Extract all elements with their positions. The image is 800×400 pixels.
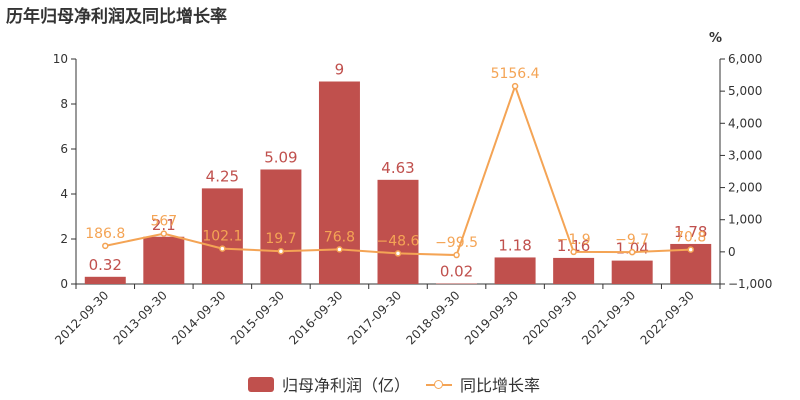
bar (494, 257, 536, 284)
bar-data-label: 9 (335, 61, 345, 79)
bar (553, 257, 595, 284)
growth-data-label: 70.8 (675, 230, 706, 246)
bar-data-label: 0.02 (440, 263, 473, 281)
legend-line-label: 同比增长率 (460, 376, 541, 395)
growth-data-label: −1.9 (557, 232, 591, 248)
growth-point (102, 242, 109, 250)
legend: 归母净利润（亿） 同比增长率 (248, 372, 556, 396)
bar (84, 276, 126, 284)
growth-data-label: 186.8 (85, 226, 125, 242)
x-tick-label: 2018-09-30 (403, 288, 462, 347)
y-right-tick-label: 1,000 (728, 213, 762, 227)
y-right-tick-label: 2,000 (728, 181, 762, 195)
bar (436, 283, 478, 285)
growth-point (336, 246, 343, 253)
bar (201, 188, 243, 284)
growth-point (453, 251, 460, 259)
y-left-tick-label: 6 (60, 142, 68, 156)
growth-data-label: 567 (150, 214, 177, 230)
growth-data-label: −9.7 (615, 232, 649, 248)
growth-point (570, 248, 577, 256)
x-tick-label: 2017-09-30 (345, 288, 404, 347)
x-tick-label: 2013-09-30 (111, 288, 170, 347)
y-left-tick-label: 0 (60, 277, 68, 291)
legend-item-bar[interactable]: 归母净利润（亿） (248, 372, 410, 396)
growth-point (160, 230, 168, 237)
y-left-tick-label: 2 (60, 232, 68, 246)
growth-point (511, 82, 519, 90)
bar (260, 169, 302, 284)
y-left-tick-label: 10 (53, 52, 68, 66)
legend-bar-swatch (248, 376, 274, 392)
chart-title: 历年归母净利润及同比增长率 (6, 7, 227, 27)
x-tick-label: 2012-09-30 (52, 288, 111, 347)
x-tick-label: 2014-09-30 (169, 288, 228, 347)
y-right-tick-label: 6,000 (728, 52, 762, 66)
y-left-tick-label: 4 (60, 187, 68, 201)
growth-data-label: 102.1 (202, 229, 242, 245)
bar (611, 260, 653, 284)
y-right-unit: % (709, 31, 722, 46)
x-tick-label: 2020-09-30 (521, 288, 580, 347)
y-right-tick-label: 4,000 (728, 116, 762, 130)
y-right-tick-label: 3,000 (728, 148, 762, 162)
x-tick-label: 2019-09-30 (462, 288, 521, 347)
growth-data-label: −48.6 (377, 233, 420, 249)
bar-data-label: 1.78 (674, 223, 707, 241)
growth-data-label: 76.8 (324, 229, 355, 245)
x-tick-label: 2022-09-30 (638, 288, 697, 347)
bar-data-label: 2.1 (152, 216, 176, 234)
bar-data-label: 4.25 (206, 167, 239, 185)
growth-point (277, 247, 285, 255)
legend-bar-label: 归母净利润（亿） (282, 376, 411, 395)
legend-item-line[interactable]: 同比增长率 (426, 372, 540, 396)
bar-data-label: 4.63 (381, 159, 414, 177)
growth-data-label: −99.5 (435, 235, 478, 251)
x-tick-label: 2016-09-30 (286, 288, 345, 347)
growth-point (219, 245, 226, 252)
bar-data-label: 1.16 (557, 237, 590, 255)
bar-data-label: 5.09 (264, 148, 297, 166)
y-right-tick-label: −1,000 (728, 277, 772, 291)
legend-line-swatch (426, 377, 453, 392)
bar (143, 236, 185, 284)
bar (318, 81, 360, 284)
growth-point (394, 250, 402, 257)
y-right-tick-label: 5,000 (728, 84, 762, 98)
bar-data-label: 0.32 (89, 256, 122, 274)
growth-point (628, 248, 636, 256)
y-right-tick-label: 0 (728, 245, 736, 259)
x-tick-label: 2015-09-30 (228, 288, 287, 347)
x-tick-label: 2021-09-30 (579, 288, 638, 347)
growth-data-label: 5156.4 (491, 66, 540, 82)
growth-point (687, 246, 694, 253)
y-left-tick-label: 8 (60, 97, 68, 111)
bar-data-label: 1.18 (498, 236, 531, 254)
growth-data-label: 19.7 (265, 231, 296, 247)
bar (377, 179, 419, 284)
